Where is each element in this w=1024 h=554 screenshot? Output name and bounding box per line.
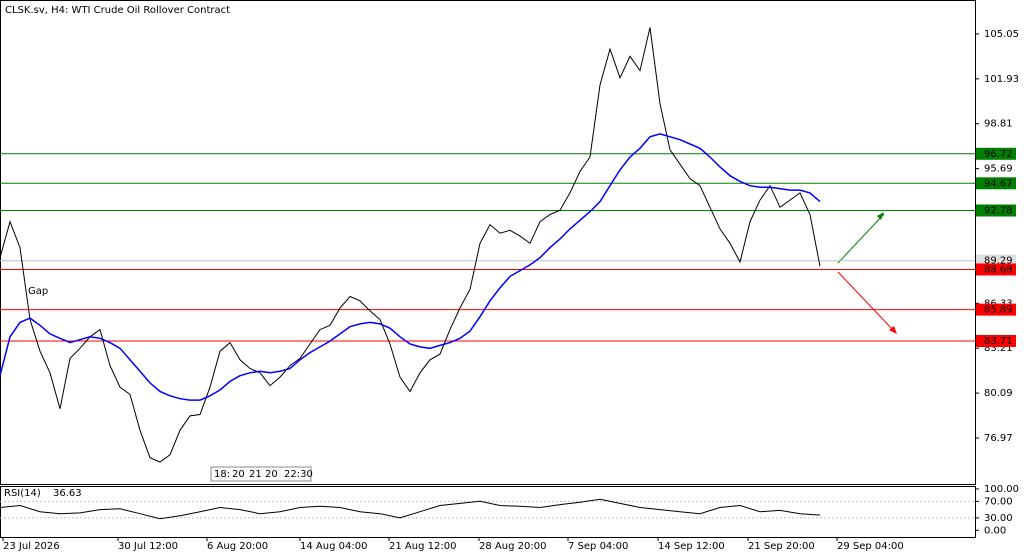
- level-box: [976, 263, 1016, 276]
- rsi-value: 36.63: [53, 488, 82, 499]
- y-tick-label: 30.00: [984, 513, 1013, 524]
- x-tick-label: 21 Sep 20:00: [748, 541, 815, 552]
- y-tick-label: 95.69: [984, 164, 1013, 175]
- down-arrowhead: [889, 326, 897, 334]
- x-tick-label: 21 Aug 12:00: [389, 541, 456, 552]
- annotation: 20: [265, 469, 278, 480]
- main-frame: [0, 0, 976, 485]
- x-tick-label: 14 Aug 04:00: [300, 541, 367, 552]
- annotation: 18:: [214, 469, 230, 480]
- level-box: [976, 177, 1016, 190]
- x-tick-label: 7 Sep 04:00: [568, 541, 628, 552]
- level-label: 96.72: [984, 149, 1013, 160]
- rsi-frame: [0, 486, 976, 538]
- annotation: 20: [232, 469, 245, 480]
- level-label: 85.89: [984, 305, 1013, 316]
- y-tick-label: 0.00: [984, 525, 1006, 536]
- level-box: [976, 303, 1016, 316]
- y-tick-label: 105.05: [984, 29, 1019, 40]
- ma-line: [0, 133, 821, 401]
- time-label-box: [210, 466, 312, 482]
- x-tick-label: 23 Jul 2026: [3, 541, 60, 552]
- y-tick-label: 80.09: [984, 388, 1013, 399]
- level-box: [976, 334, 1016, 347]
- up-arrow: [837, 213, 885, 264]
- price-line: [0, 27, 821, 463]
- level-label: 92.78: [984, 205, 1013, 216]
- y-tick-label: 70.00: [984, 496, 1013, 507]
- annotation: 21: [249, 469, 262, 480]
- x-tick-label: 14 Sep 12:00: [658, 541, 725, 552]
- down-arrow: [837, 271, 896, 333]
- level-label: 88.68: [984, 264, 1013, 275]
- x-tick-label: 30 Jul 12:00: [118, 541, 178, 552]
- current-price-label: 89.29: [984, 256, 1013, 267]
- x-tick-label: 29 Sep 04:00: [837, 541, 904, 552]
- annotation: 22:30: [284, 469, 313, 480]
- level-box: [976, 147, 1016, 160]
- y-tick-label: 98.81: [984, 119, 1013, 130]
- rsi-title: RSI(14): [4, 488, 41, 499]
- y-tick-label: 101.93: [984, 74, 1019, 85]
- x-tick-label: 28 Aug 20:00: [479, 541, 546, 552]
- rsi-line: [0, 498, 821, 520]
- chart-title: CLSK.sv, H4: WTI Crude Oil Rollover Cont…: [5, 5, 230, 16]
- level-box: [976, 204, 1016, 217]
- x-tick-label: 6 Aug 20:00: [207, 541, 268, 552]
- up-arrowhead: [877, 212, 884, 220]
- annotation: Gap: [28, 286, 48, 297]
- y-tick-label: 76.97: [984, 433, 1013, 444]
- level-label: 94.67: [984, 178, 1013, 189]
- y-tick-label: 83.21: [984, 343, 1013, 354]
- y-tick-label: 100.00: [984, 484, 1019, 495]
- level-label: 83.71: [984, 336, 1013, 347]
